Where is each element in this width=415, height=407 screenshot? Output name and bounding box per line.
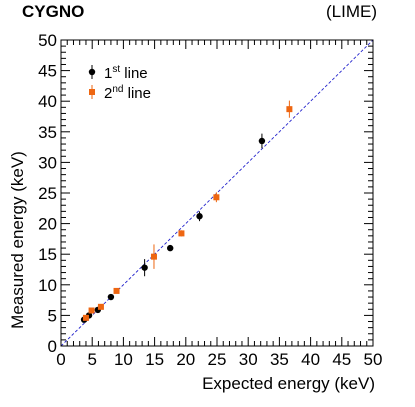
x-axis-label: Expected energy (keV) (202, 374, 375, 393)
data-point-square (178, 230, 185, 237)
detector-label: (LIME) (326, 2, 377, 21)
data-point-circle (196, 213, 203, 220)
y-tick-label: 40 (38, 92, 57, 111)
y-tick-label: 50 (38, 31, 57, 50)
data-point-circle (107, 293, 115, 301)
y-tick-label: 15 (38, 245, 57, 264)
data-point-circle (141, 264, 148, 271)
y-tick-label: 5 (48, 306, 57, 325)
legend-marker-circle (88, 68, 96, 76)
data-point-square (82, 314, 89, 321)
experiment-label: CYGNO (22, 2, 85, 21)
x-tick-label: 50 (364, 350, 383, 369)
data-point-circle (167, 244, 174, 252)
x-tick-label: 5 (87, 350, 96, 369)
legend-label: 2nd line (104, 84, 151, 102)
y-tick-label: 10 (38, 276, 57, 295)
x-tick-label: 0 (56, 350, 65, 369)
axis-ticks (60, 39, 374, 347)
x-tick-label: 35 (270, 350, 289, 369)
legend-marker-square (89, 89, 95, 95)
x-tick-label: 15 (145, 350, 164, 369)
y-tick-label: 0 (48, 337, 57, 356)
x-tick-label: 20 (176, 350, 195, 369)
x-tick-label: 10 (114, 350, 133, 369)
x-tick-label: 40 (301, 350, 320, 369)
legend: 1st line 2nd line (88, 64, 151, 102)
y-tick-label: 30 (38, 153, 57, 172)
data-point-square (97, 303, 104, 310)
y-tick-label: 45 (38, 62, 57, 81)
x-tick-label: 25 (208, 350, 227, 369)
data-point-square (286, 106, 293, 113)
data-point-square (88, 307, 95, 314)
data-point-circle (258, 137, 266, 145)
y-tick-label: 20 (38, 215, 57, 234)
data-point-square (113, 287, 120, 294)
data-point-square (150, 253, 157, 260)
y-axis-label: Measured energy (keV) (8, 151, 27, 329)
x-tick-label: 30 (239, 350, 258, 369)
legend-label: 1st line (104, 64, 148, 82)
data-points (80, 100, 293, 323)
y-tick-label: 25 (38, 184, 57, 203)
tick-labels: 0 5 10 15 20 25 30 35 40 45 50 0 5 10 15 20 25 30 35 40 45 50 (38, 31, 382, 369)
x-tick-label: 45 (332, 350, 351, 369)
y-tick-label: 35 (38, 123, 57, 142)
data-point-square (213, 194, 220, 201)
